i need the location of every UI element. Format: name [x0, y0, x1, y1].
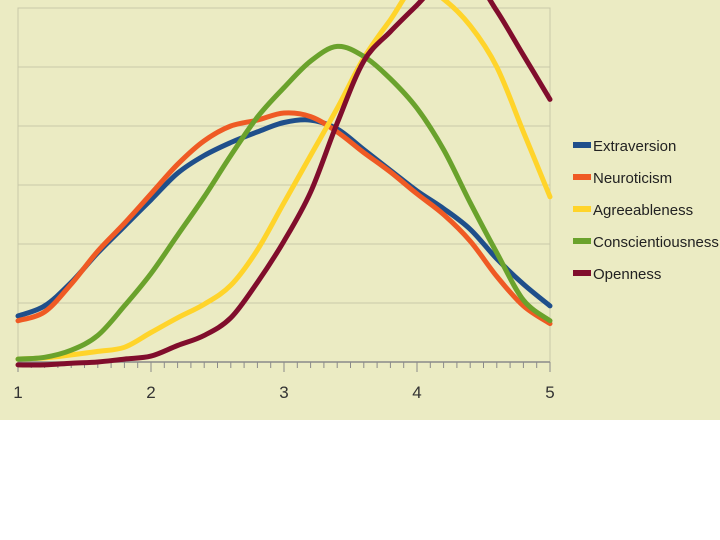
- x-axis: 1 2 3 4 5: [13, 361, 555, 402]
- legend-swatch: [573, 142, 591, 148]
- legend-label: Extraversion: [593, 138, 676, 155]
- series-line-agreeableness: [15, 0, 553, 362]
- x-tick-label: 4: [412, 383, 421, 402]
- legend-label: Agreeableness: [593, 202, 693, 219]
- x-tick-label: 3: [279, 383, 288, 402]
- series-line-extraversion: [15, 117, 553, 319]
- series-line-neuroticism: [15, 110, 553, 327]
- legend-label: Conscientiousness: [593, 234, 719, 251]
- legend-label: Neuroticism: [593, 170, 672, 187]
- gridlines: [17, 7, 551, 363]
- x-tick-label: 2: [146, 383, 155, 402]
- series-lines: [15, 0, 553, 368]
- legend-swatch: [573, 238, 591, 244]
- legend: Extraversion Neuroticism Agreeableness Cons…: [573, 138, 719, 283]
- legend-swatch: [573, 206, 591, 212]
- x-tick-label: 1: [13, 383, 22, 402]
- series-line-openness: [15, 0, 553, 368]
- legend-swatch: [573, 270, 591, 276]
- legend-label: Openness: [593, 266, 661, 283]
- x-tick-label: 5: [545, 383, 554, 402]
- series-line-conscientiousness: [15, 43, 553, 362]
- legend-swatch: [573, 174, 591, 180]
- line-chart: 1 2 3 4 5 Extraversion Neuroticism Agreeablene…: [13, 0, 719, 402]
- chart-panel: 1 2 3 4 5 Extraversion Neuroticism Agreeablene…: [0, 0, 720, 420]
